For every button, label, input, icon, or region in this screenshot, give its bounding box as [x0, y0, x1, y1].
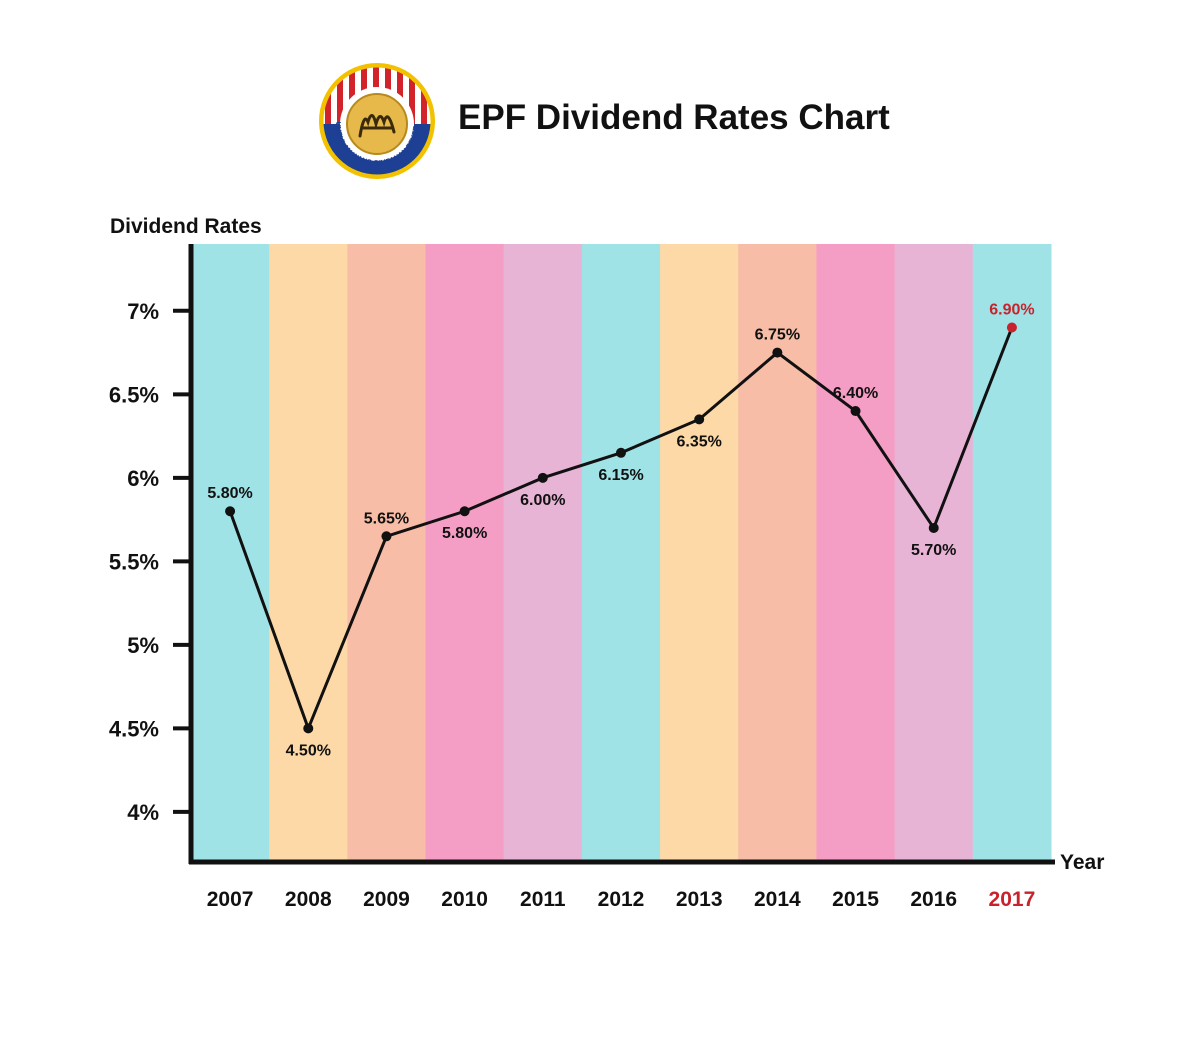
- band-2012: [581, 244, 661, 862]
- data-label: 4.50%: [286, 742, 331, 759]
- data-point: [225, 506, 236, 517]
- band-2008: [269, 244, 348, 862]
- data-point: [459, 506, 470, 517]
- band-2015: [816, 244, 896, 862]
- data-label: 6.90%: [989, 302, 1034, 319]
- data-point: [694, 414, 705, 425]
- y-tick-label: 7%: [127, 299, 159, 324]
- chart-header: KUMPULAN WANG SIMPANAN PEKERJA EPF Divid…: [0, 0, 1200, 200]
- data-points: [225, 322, 1017, 734]
- x-tick-label: 2015: [832, 888, 879, 911]
- data-label: 5.65%: [364, 510, 409, 527]
- band-2016: [894, 244, 974, 862]
- data-label: 5.70%: [911, 542, 956, 559]
- y-tick-label: 6%: [127, 466, 159, 491]
- x-tick-label: 2013: [676, 888, 723, 911]
- x-tick-label: 2012: [598, 888, 645, 911]
- data-point: [381, 531, 392, 542]
- x-tick-label: 2011: [520, 888, 566, 911]
- y-axis-label: Dividend Rates: [110, 215, 262, 238]
- band-2017: [972, 244, 1052, 862]
- chart-axes: [188, 244, 1055, 865]
- data-label: 6.40%: [833, 385, 878, 402]
- data-label: 6.15%: [598, 467, 643, 484]
- band-2009: [347, 244, 427, 862]
- page-title: EPF Dividend Rates Chart: [458, 98, 890, 137]
- data-point: [772, 347, 783, 358]
- data-point: [1006, 322, 1017, 333]
- x-tick-label: 2017: [989, 888, 1036, 911]
- data-point: [616, 447, 626, 458]
- y-axis-ticks: 4% 4.5% 5% 5.5% 6% 6.5% 7%: [109, 299, 191, 825]
- y-tick-label: 4%: [127, 800, 159, 825]
- data-point: [928, 522, 939, 533]
- x-tick-label: 2008: [285, 888, 332, 911]
- data-point: [850, 406, 861, 417]
- band-2007: [191, 244, 270, 862]
- y-tick-label: 6.5%: [109, 382, 159, 407]
- year-color-bands: [191, 244, 1052, 862]
- data-point: [537, 472, 548, 483]
- data-labels: 5.80% 4.50% 5.65% 5.80% 6.00% 6.15% 6.35% 6.75%…: [207, 302, 1034, 760]
- data-label: 6.00%: [520, 492, 565, 509]
- y-tick-label: 5.5%: [109, 549, 159, 574]
- x-tick-label: 2010: [441, 888, 488, 911]
- x-axis-ticks: 2007 2008 2009 2010 2011 2012 2013 2014 2015 2016…: [207, 888, 1036, 911]
- band-2014: [738, 244, 817, 862]
- band-2010: [425, 244, 505, 862]
- x-tick-label: 2007: [207, 888, 254, 911]
- x-tick-label: 2016: [910, 888, 957, 911]
- data-label: 6.75%: [755, 327, 800, 344]
- y-tick-label: 4.5%: [109, 716, 159, 741]
- data-label: 5.80%: [442, 525, 487, 542]
- x-tick-label: 2009: [363, 888, 410, 911]
- data-point: [303, 723, 314, 734]
- band-2013: [660, 244, 739, 862]
- epf-logo-icon: KUMPULAN WANG SIMPANAN PEKERJA: [318, 62, 435, 179]
- data-label: 6.35%: [676, 433, 721, 450]
- data-label: 5.80%: [207, 485, 252, 502]
- band-2011: [503, 244, 583, 862]
- y-tick-label: 5%: [127, 633, 159, 658]
- x-axis-label: Year: [1060, 851, 1104, 874]
- x-tick-label: 2014: [754, 888, 801, 911]
